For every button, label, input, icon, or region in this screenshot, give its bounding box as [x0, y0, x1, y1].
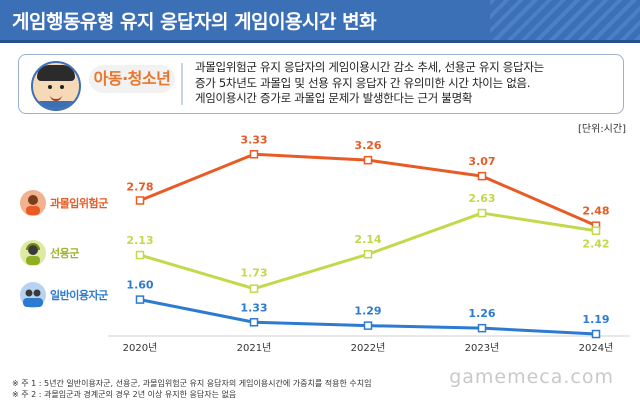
- data-label: 1.60: [126, 279, 153, 292]
- person-group-icon: [20, 282, 46, 308]
- data-label: 2.14: [354, 233, 381, 246]
- footnote: ※ 주 2 : 과몰입군과 경계군의 경우 2년 이상 유지한 응답자는 없음: [12, 390, 237, 399]
- data-point: [363, 321, 373, 330]
- legend-item-good-use: 선용군: [20, 240, 79, 266]
- footnotes: ※ 주 1 : 5년간 일반이용자군, 선용군, 과몰입위험군 유지 응답자의 …: [12, 378, 371, 400]
- x-tick-label: 2021년: [237, 342, 272, 354]
- legend-item-overuse-risk: 과몰입위험군: [20, 190, 108, 216]
- page-title: 게임행동유형 유지 응답자의 게임이용시간 변화: [12, 11, 377, 33]
- data-point: [591, 329, 601, 339]
- data-point: [249, 150, 259, 159]
- legend-label: 선용군: [50, 247, 79, 260]
- summary-line: 게임이용시간 증가로 과몰입 문제가 발생한다는 근거 불명확: [195, 91, 473, 105]
- watermark: gamemeca.com: [449, 366, 614, 388]
- legend-item-general-user: 일반이용자군: [20, 282, 108, 308]
- title-stripe-decoration: [490, 0, 640, 40]
- series-line: [139, 152, 597, 228]
- data-point: [249, 318, 259, 327]
- data-label: 3.26: [354, 139, 381, 152]
- data-point: [363, 249, 373, 259]
- person-headset-icon: [20, 240, 46, 266]
- data-point: [477, 323, 487, 333]
- summary-box: 아동·청소년 과몰입위험군 유지 응답자의 게임이용시간 감소 추세, 선용군 …: [18, 54, 624, 114]
- data-point: [135, 196, 145, 205]
- data-label: 1.73: [240, 267, 267, 280]
- data-label: 2.42: [582, 238, 609, 251]
- x-tick-label: 2020년: [123, 342, 158, 354]
- x-tick-label: 2024년: [579, 342, 614, 354]
- data-label: 3.33: [240, 133, 267, 146]
- data-label: 1.33: [240, 301, 267, 314]
- data-label: 2.13: [126, 234, 153, 247]
- summary-line: 과몰입위험군 유지 응답자의 게임이용시간 감소 추세, 선용군 유지 응답자는: [195, 60, 544, 74]
- data-point: [477, 171, 487, 181]
- footnote: ※ 주 1 : 5년간 일반이용자군, 선용군, 과몰입위험군 유지 응답자의 …: [12, 379, 372, 388]
- group-label: 아동·청소년: [89, 65, 175, 93]
- data-label: 2.78: [126, 180, 153, 193]
- child-avatar-icon: [31, 61, 81, 111]
- data-label: 2.48: [582, 205, 609, 218]
- data-label: 3.07: [468, 155, 495, 168]
- data-point: [363, 155, 373, 165]
- data-label: 1.19: [582, 313, 609, 326]
- legend-label: 과몰입위험군: [50, 197, 108, 210]
- data-label: 2.63: [468, 192, 495, 205]
- person-warning-icon: [20, 190, 46, 216]
- data-point: [477, 208, 487, 218]
- data-point: [591, 226, 601, 235]
- divider: [181, 63, 183, 105]
- title-bar: 게임행동유형 유지 응답자의 게임이용시간 변화: [0, 0, 640, 43]
- legend-label: 일반이용자군: [50, 289, 108, 302]
- summary-text: 과몰입위험군 유지 응답자의 게임이용시간 감소 추세, 선용군 유지 응답자는…: [195, 60, 615, 107]
- unit-label: [단위:시간]: [578, 124, 626, 135]
- summary-line: 증가 5차년도 과몰입 및 선용 유지 응답자 간 유의미한 시간 차이는 없음…: [195, 75, 531, 90]
- data-label: 1.26: [468, 307, 495, 320]
- x-tick-label: 2022년: [351, 342, 386, 354]
- x-tick-label: 2023년: [465, 342, 500, 354]
- data-point: [135, 250, 145, 260]
- data-label: 1.29: [354, 305, 381, 318]
- data-point: [135, 295, 145, 304]
- data-point: [249, 284, 259, 293]
